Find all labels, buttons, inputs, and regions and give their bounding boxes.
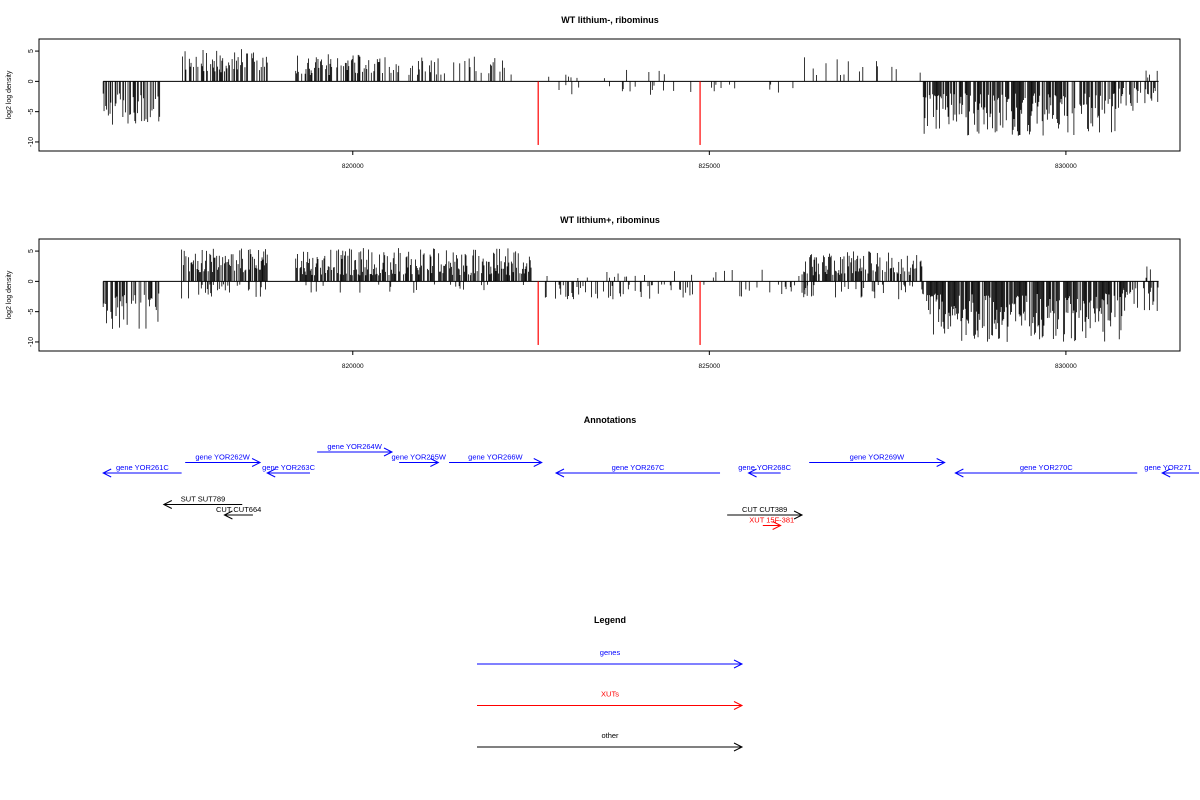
feature-gene-yor262w: gene YOR262W — [185, 453, 262, 467]
plot-frame — [38, 238, 1181, 352]
arrowhead — [1161, 468, 1171, 478]
y-tick-label: -5 — [28, 108, 35, 114]
coverage-panel-lithium-minus: WT lithium-, ribominus log2 log density … — [6, 15, 1181, 170]
feature-label: gene YOR262W — [195, 453, 250, 462]
feature-gene-yor265w: gene YOR265W — [391, 453, 447, 467]
y-axis: 5 0 -5 -10 — [28, 249, 39, 347]
feature-label: gene YOR263C — [262, 463, 315, 472]
arrowhead — [383, 447, 394, 457]
y-tick-label: -10 — [28, 337, 35, 347]
arrowhead — [772, 521, 782, 530]
arrowhead — [266, 468, 276, 478]
y-axis: 5 0 -5 -10 — [28, 49, 39, 147]
feature-label: gene YOR270C — [1020, 463, 1073, 472]
feature-label: gene YOR266W — [468, 453, 523, 462]
x-axis: 820000 825000 830000 — [342, 151, 1077, 170]
arrowhead — [747, 468, 757, 478]
y-axis-label: log2 log density — [6, 70, 13, 119]
feature-gene-yor268c: gene YOR268C — [738, 463, 792, 478]
arrowhead — [162, 500, 173, 509]
feature-label: gene YOR261C — [116, 463, 169, 472]
plot-frame — [38, 38, 1181, 152]
y-tick-label: 5 — [28, 249, 35, 253]
panel-title: WT lithium-, ribominus — [561, 15, 659, 25]
highlight-bars — [537, 281, 701, 345]
feature-cut-cut389: CUT CUT389 — [727, 505, 804, 520]
panel-title: WT lithium+, ribominus — [560, 215, 660, 225]
feature-label: gene YOR267C — [612, 463, 665, 472]
feature-label: XUT 15F-381 — [749, 516, 794, 525]
coverage-bars — [102, 248, 1159, 342]
arrowhead — [223, 510, 233, 520]
feature-gene-yor267c: gene YOR267C — [554, 463, 721, 478]
feature-gene-yor270c: gene YOR270C — [954, 463, 1138, 478]
x-tick-label: 825000 — [698, 163, 720, 170]
feature-gene-yor266w: gene YOR266W — [449, 453, 543, 467]
legend-title: Legend — [594, 615, 626, 625]
feature-cut-cut664: CUT CUT664 — [216, 505, 261, 520]
x-tick-label: 830000 — [1055, 163, 1077, 170]
y-tick-label: 0 — [28, 79, 35, 83]
feature-gene-yor263c: gene YOR263C — [262, 463, 316, 478]
feature-list: gene YOR261C gene YOR262W gene YOR263C gene… — [102, 442, 1199, 530]
feature-label: gene YOR265W — [391, 453, 446, 462]
coverage-panel-lithium-plus: WT lithium+, ribominus log2 log density … — [6, 215, 1181, 370]
y-tick-label: -5 — [28, 308, 35, 314]
x-tick-label: 820000 — [342, 163, 364, 170]
arrowhead — [793, 510, 804, 520]
feature-label: gene YOR271 — [1144, 463, 1191, 472]
arrowhead — [102, 468, 112, 478]
arrowhead — [954, 468, 964, 478]
legend-item-xuts: XUTs — [477, 690, 744, 710]
arrowhead — [533, 458, 543, 467]
legend-item-genes: genes — [477, 648, 744, 669]
feature-label: gene YOR264W — [327, 442, 382, 451]
feature-gene-yor264w: gene YOR264W — [317, 442, 394, 457]
y-tick-label: -10 — [28, 137, 35, 147]
x-tick-label: 825000 — [698, 363, 720, 370]
legend-item-other: other — [477, 731, 744, 752]
legend-label: XUTs — [601, 690, 619, 699]
y-tick-label: 0 — [28, 279, 35, 283]
x-axis: 820000 825000 830000 — [342, 351, 1077, 370]
feature-gene-yor271: gene YOR271 — [1144, 463, 1199, 478]
feature-gene-yor261c: gene YOR261C — [102, 463, 182, 478]
legend: Legend genes XUTs other — [477, 615, 744, 752]
x-tick-label: 820000 — [342, 363, 364, 370]
feature-gene-yor269w: gene YOR269W — [809, 453, 946, 467]
arrowhead — [733, 659, 744, 669]
arrowhead — [430, 458, 440, 467]
feature-label: CUT CUT664 — [216, 505, 261, 514]
legend-items: genes XUTs other — [477, 648, 744, 752]
arrowhead — [251, 458, 262, 467]
feature-xut-15f-381: XUT 15F-381 — [749, 516, 794, 530]
legend-label: other — [601, 731, 619, 740]
arrowhead — [733, 742, 744, 752]
x-tick-label: 830000 — [1055, 363, 1077, 370]
highlight-bars — [537, 81, 701, 145]
arrowhead — [936, 458, 946, 467]
annotations-title: Annotations — [584, 415, 637, 425]
coverage-bars — [102, 49, 1159, 136]
feature-sut-sut789: SUT SUT789 — [162, 495, 243, 509]
arrowhead — [554, 468, 565, 478]
feature-label: gene YOR268C — [738, 463, 791, 472]
arrowhead — [733, 701, 744, 710]
feature-label: CUT CUT389 — [742, 505, 787, 514]
y-tick-label: 5 — [28, 49, 35, 53]
legend-label: genes — [600, 648, 621, 657]
feature-label: gene YOR269W — [850, 453, 905, 462]
y-axis-label: log2 log density — [6, 270, 13, 319]
feature-label: SUT SUT789 — [181, 495, 225, 504]
